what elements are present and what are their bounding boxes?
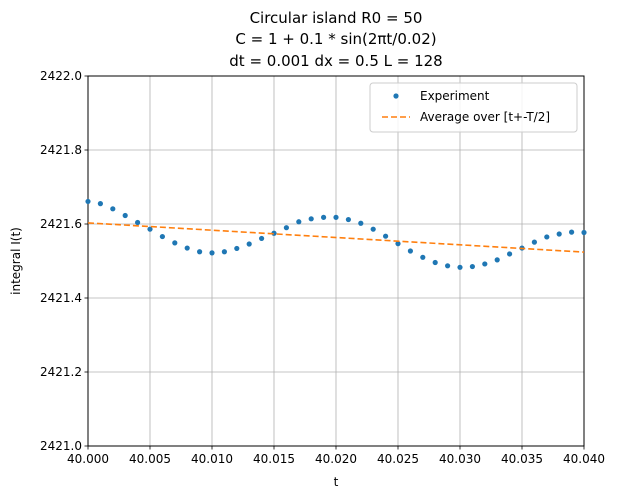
- experiment-point: [581, 229, 587, 236]
- experiment-point: [234, 245, 240, 252]
- experiment-point: [494, 257, 500, 263]
- experiment-point: [85, 198, 91, 205]
- experiment-point: [432, 259, 438, 266]
- experiment-point: [197, 249, 203, 255]
- experiment-point: [184, 245, 190, 251]
- x-tick-label: 40.010: [191, 452, 233, 466]
- y-axis: 2421.0 2421.2 2421.4 2421.6 2421.8 2422.0: [40, 69, 88, 453]
- experiment-point: [420, 254, 426, 260]
- x-axis: 40.000 40.005 40.010 40.015 40.020 40.025 40.0…: [67, 446, 605, 466]
- experiment-point: [358, 220, 364, 226]
- experiment-point: [221, 249, 227, 255]
- experiment-point: [383, 233, 389, 239]
- experiment-point: [147, 226, 153, 232]
- x-tick-label: 40.040: [563, 452, 605, 466]
- chart-title-line-1: Circular island R0 = 50: [250, 9, 423, 27]
- legend-label-average: Average over [t+-T/2]: [420, 110, 550, 124]
- experiment-point: [407, 248, 413, 254]
- legend: Experiment Average over [t+-T/2]: [369, 82, 578, 133]
- y-tick-label: 2421.6: [40, 217, 82, 231]
- experiment-point: [259, 235, 265, 242]
- experiment-point: [122, 212, 128, 219]
- experiment-point: [370, 226, 376, 232]
- experiment-point: [482, 261, 488, 267]
- experiment-point: [97, 201, 103, 207]
- experiment-point: [172, 240, 178, 246]
- average-line: [87, 222, 585, 253]
- x-tick-label: 40.030: [439, 452, 481, 466]
- y-tick-label: 2421.2: [40, 365, 82, 379]
- experiment-point: [110, 206, 116, 212]
- experiment-point: [457, 264, 463, 270]
- y-tick-label: 2421.4: [40, 291, 82, 305]
- experiment-point: [209, 250, 215, 256]
- experiment-point: [395, 241, 401, 247]
- x-tick-label: 40.000: [67, 452, 109, 466]
- experiment-point: [569, 229, 575, 235]
- x-tick-label: 40.035: [501, 452, 543, 466]
- legend-marker-experiment: [393, 93, 399, 99]
- chart-title-line-2: C = 1 + 0.1 * sin(2πt/0.02): [235, 30, 436, 48]
- experiment-point: [345, 216, 351, 223]
- y-tick-label: 2421.0: [40, 439, 82, 453]
- experiment-point: [507, 251, 513, 257]
- x-tick-label: 40.005: [129, 452, 171, 466]
- y-tick-label: 2421.8: [40, 143, 82, 157]
- x-axis-label: t: [334, 475, 339, 489]
- experiment-point: [246, 241, 252, 247]
- experiment-point: [308, 216, 314, 222]
- experiment-point: [135, 219, 141, 226]
- plot-area: [85, 198, 587, 270]
- experiment-point: [283, 225, 289, 231]
- experiment-point: [531, 239, 538, 245]
- x-tick-label: 40.025: [377, 452, 419, 466]
- experiment-point: [321, 214, 327, 220]
- experiment-point: [296, 219, 302, 225]
- experiment-point: [445, 263, 451, 269]
- experiment-point: [544, 234, 550, 240]
- y-tick-label: 2422.0: [40, 69, 82, 83]
- x-tick-label: 40.015: [253, 452, 295, 466]
- grid: [87, 75, 585, 447]
- experiment-point: [333, 214, 339, 220]
- experiment-point: [159, 233, 165, 240]
- experiment-point: [469, 263, 475, 270]
- y-axis-label: integral I(t): [9, 227, 23, 295]
- legend-label-experiment: Experiment: [420, 89, 490, 103]
- x-tick-label: 40.020: [315, 452, 357, 466]
- legend-box: [369, 82, 578, 133]
- experiment-point: [556, 231, 562, 237]
- chart-title-line-3: dt = 0.001 dx = 0.5 L = 128: [229, 52, 442, 70]
